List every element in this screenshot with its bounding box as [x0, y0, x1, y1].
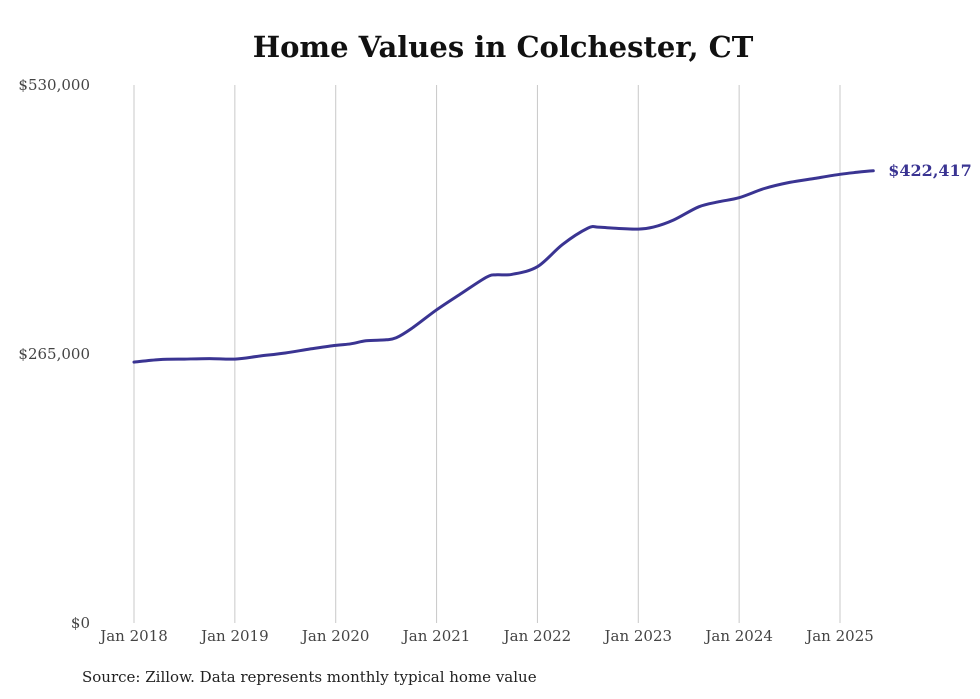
- x-tick-label: Jan 2021: [401, 627, 471, 645]
- x-tick-label: Jan 2023: [603, 627, 673, 645]
- y-axis-ticks: $0 $265,000 $530,000: [18, 76, 90, 632]
- x-axis-ticks: Jan 2018 Jan 2019 Jan 2020 Jan 2021 Jan 2022…: [98, 627, 874, 645]
- source-note: Source: Zillow. Data represents monthly …: [82, 668, 537, 686]
- x-tick-label: Jan 2024: [703, 627, 773, 645]
- x-tick-label: Jan 2018: [98, 627, 168, 645]
- y-tick-label: $265,000: [18, 345, 90, 363]
- x-tick-label: Jan 2019: [199, 627, 269, 645]
- series-line: [132, 169, 875, 364]
- x-tick-label: Jan 2020: [300, 627, 370, 645]
- y-tick-label: $0: [71, 614, 90, 632]
- gridlines: [133, 85, 841, 623]
- x-tick-label: Jan 2022: [502, 627, 572, 645]
- chart-title: Home Values in Colchester, CT: [252, 30, 754, 64]
- y-tick-label: $530,000: [18, 76, 90, 94]
- end-value-label: $422,417: [888, 161, 972, 180]
- x-tick-label: Jan 2025: [804, 627, 874, 645]
